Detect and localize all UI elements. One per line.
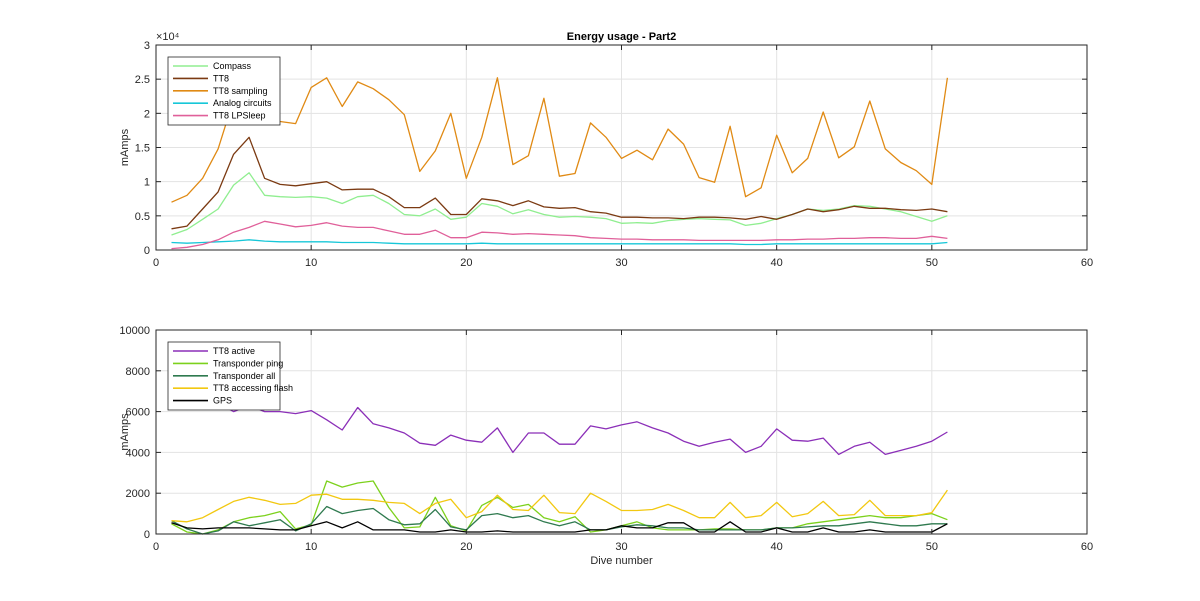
- y-tick-label: 1: [144, 177, 150, 189]
- series-line-1: [171, 400, 948, 456]
- series-line-1: [171, 172, 948, 236]
- x-tick-label: 10: [305, 541, 317, 553]
- series-line-2: [171, 480, 948, 535]
- series-line-2: [171, 136, 948, 230]
- y-tick-label: 3: [144, 40, 150, 52]
- legend-label-4: Analog circuits: [213, 98, 272, 108]
- x-tick-label: 50: [926, 541, 938, 553]
- legend-label-2: Transponder ping: [213, 358, 283, 368]
- y-axis-label: mAmps: [119, 413, 131, 451]
- x-tick-label: 10: [305, 257, 317, 269]
- legend-label-5: GPS: [213, 396, 232, 406]
- y-tick-label: 2.5: [135, 74, 150, 86]
- legend-label-3: TT8 sampling: [213, 86, 268, 96]
- legend-label-1: TT8 active: [213, 346, 255, 356]
- x-tick-label: 60: [1081, 541, 1093, 553]
- y-tick-label: 2000: [126, 488, 150, 500]
- legend-label-1: Compass: [213, 61, 252, 71]
- y-tick-label: 10000: [119, 325, 150, 337]
- series-line-5: [171, 521, 948, 533]
- x-tick-label: 40: [771, 257, 783, 269]
- x-tick-label: 0: [153, 257, 159, 269]
- x-tick-label: 0: [153, 541, 159, 553]
- legend-label-3: Transponder all: [213, 371, 275, 381]
- x-tick-label: 60: [1081, 257, 1093, 269]
- series-line-4: [171, 489, 948, 523]
- legend-label-5: TT8 LPSleep: [213, 111, 266, 121]
- x-tick-label: 50: [926, 257, 938, 269]
- x-axis-label: Dive number: [590, 555, 653, 567]
- y-tick-label: 0.5: [135, 211, 150, 223]
- x-tick-label: 30: [615, 257, 627, 269]
- x-tick-label: 20: [460, 257, 472, 269]
- y-tick-label: 0: [144, 529, 150, 541]
- top-axes: 0 10 20 30 40 50 60 0 0.5 1 1.5 2 2.5 3 ×10⁴ Energy usa…: [119, 31, 1093, 269]
- y-exponent-label: ×10⁴: [156, 31, 180, 43]
- legend-label-2: TT8: [213, 73, 229, 83]
- y-tick-label: 0: [144, 245, 150, 257]
- bottom-axes: 0 10 20 30 40 50 60 0 2000 4000 6000 8000 10000 mAmps…: [119, 325, 1093, 567]
- y-axis-label: mAmps: [119, 128, 131, 166]
- x-tick-label: 20: [460, 541, 472, 553]
- y-tick-label: 2: [144, 108, 150, 120]
- y-tick-label: 4000: [126, 447, 150, 459]
- y-tick-label: 6000: [126, 407, 150, 419]
- y-tick-label: 8000: [126, 366, 150, 378]
- x-tick-label: 30: [615, 541, 627, 553]
- chart-title: Energy usage - Part2: [567, 31, 676, 43]
- legend-label-4: TT8 accessing flash: [213, 383, 293, 393]
- y-tick-label: 1.5: [135, 143, 150, 155]
- x-tick-label: 40: [771, 541, 783, 553]
- series-line-5: [171, 220, 948, 250]
- series-line-3: [171, 61, 949, 203]
- series-line-4: [171, 239, 948, 246]
